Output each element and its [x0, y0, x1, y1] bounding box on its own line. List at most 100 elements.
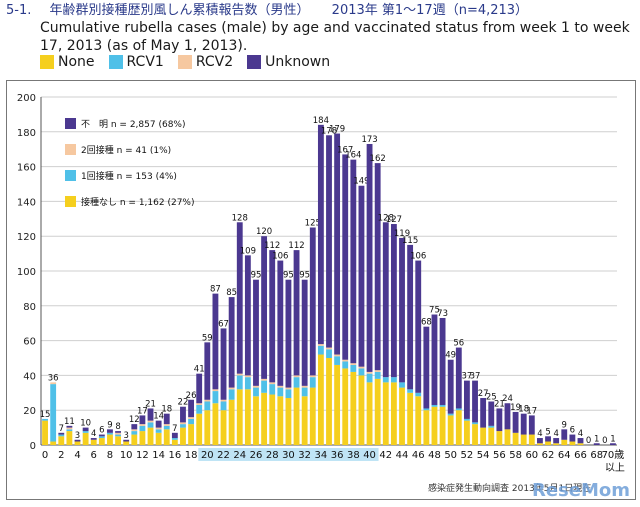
- data-label-age-57: 24: [502, 394, 513, 404]
- data-label-age-60: 17: [526, 406, 537, 416]
- header: 5-1. 年齢群別接種歴別風しん累積報告数（男性） 2013年 第1〜17週（n…: [6, 2, 636, 55]
- data-label-age-10: 3: [123, 431, 128, 441]
- data-label-age-28: 112: [264, 241, 280, 251]
- bar-unknown-age-8: [107, 429, 113, 433]
- x-tick-label: 56: [493, 450, 506, 461]
- bar-unknown-age-40: [366, 143, 373, 372]
- data-label-age-44: 119: [394, 229, 410, 239]
- bar-none-age-12: [139, 431, 146, 445]
- bar-none-age-64: [561, 439, 568, 445]
- data-label-age-6: 4: [91, 429, 96, 439]
- bar-unknown-age-2: [58, 432, 65, 435]
- bar-rcv2-age-20: [204, 399, 211, 402]
- bar-none-age-22: [220, 410, 227, 445]
- bar-rcv2-age-12: [139, 424, 146, 426]
- subtitle-jp: 2013年 第1〜17週（n=4,213）: [331, 3, 529, 18]
- data-label-age-20: 59: [202, 333, 213, 343]
- bar-rcv2-age-37: [342, 359, 349, 362]
- bar-rcv1-age-34: [317, 345, 324, 355]
- data-label-age-65: 6: [570, 426, 575, 436]
- bar-rcv2-age-15: [163, 424, 170, 426]
- x-tick-label: 64: [558, 450, 571, 461]
- x-tick-label: 18: [185, 450, 198, 461]
- bar-unknown-age-3: [66, 425, 73, 428]
- x-tick-label: 44: [396, 450, 409, 461]
- data-label-age-2: 7: [59, 424, 64, 434]
- bar-unknown-age-33: [309, 227, 316, 376]
- bar-unknown-age-52: [463, 380, 470, 419]
- data-label-age-70: 1: [610, 434, 615, 444]
- bar-rcv2-age-36: [334, 354, 341, 357]
- bar-none-age-7: [98, 438, 105, 445]
- x-tick-label: 12: [136, 450, 149, 461]
- bar-unknown-age-36: [334, 133, 341, 355]
- bar-rcv2-age-41: [374, 370, 381, 372]
- bar-unknown-age-12: [139, 415, 146, 425]
- data-label-age-46: 106: [410, 252, 426, 262]
- bar-none-age-20: [204, 410, 211, 445]
- bar-none-age-3: [66, 431, 73, 445]
- x-tick-label: 6: [91, 450, 97, 461]
- x-tick-label: 8: [107, 450, 113, 461]
- bar-rcv1-age-1: [50, 384, 57, 442]
- data-label-age-7: 6: [99, 426, 104, 436]
- bar-none-age-9: [115, 436, 121, 445]
- data-label-age-43: 127: [386, 215, 402, 225]
- data-label-age-64: 9: [562, 420, 567, 430]
- bar-rcv1-age-27: [261, 380, 268, 393]
- bar-none-age-43: [390, 382, 397, 445]
- bar-unknown-age-53: [472, 380, 478, 423]
- bar-none-age-55: [488, 427, 495, 445]
- legend-inner-label: 不 明 n = 2,857 (68%): [81, 119, 185, 130]
- bar-none-age-15: [163, 429, 170, 445]
- bar-rcv1-age-26: [253, 387, 259, 397]
- data-label-age-58: 19: [510, 403, 521, 413]
- bar-rcv1-age-42: [382, 377, 389, 383]
- bar-rcv2-age-13: [147, 420, 154, 423]
- legend-rcv1-label: RCV1: [126, 54, 164, 70]
- bar-unknown-age-32: [301, 279, 308, 386]
- bar-none-age-24: [236, 389, 243, 445]
- legend-top: None RCV1 RCV2 Unknown: [40, 54, 330, 70]
- bar-none-age-61: [537, 443, 543, 445]
- bar-none-age-65: [569, 441, 576, 445]
- bar-rcv2-age-25: [244, 375, 251, 378]
- data-label-age-27: 120: [256, 227, 272, 237]
- x-tick-label: 14: [152, 450, 165, 461]
- bar-unknown-age-43: [390, 224, 397, 378]
- bar-unknown-age-11: [131, 424, 138, 430]
- bar-none-age-41: [374, 378, 381, 445]
- legend-inner-label: 2回接種 n = 41 (1%): [81, 144, 171, 156]
- bar-unknown-age-23: [228, 297, 235, 388]
- legend-unknown: Unknown: [247, 54, 330, 70]
- x-tick-label: 38: [347, 450, 360, 461]
- bar-unknown-age-48: [431, 314, 438, 405]
- bar-unknown-age-59: [520, 413, 527, 435]
- x-tick-label: 30: [282, 450, 295, 461]
- bar-rcv1-age-31: [293, 377, 300, 388]
- data-label-age-56: 21: [494, 399, 505, 409]
- data-label-age-42: 128: [378, 213, 394, 223]
- bar-unknown-age-58: [512, 411, 519, 433]
- bar-none-age-30: [285, 398, 292, 445]
- bar-rcv2-age-31: [293, 375, 300, 378]
- bar-unknown-age-25: [244, 255, 251, 376]
- bar-unknown-age-45: [407, 244, 414, 390]
- bar-unknown-age-4: [74, 439, 81, 442]
- bar-rcv1-age-3: [66, 429, 73, 432]
- data-label-age-37: 167: [337, 145, 353, 155]
- bar-none-age-48: [431, 406, 438, 445]
- data-label-age-3: 11: [64, 417, 75, 427]
- data-label-age-19: 41: [194, 365, 205, 375]
- bar-none-age-18: [188, 424, 195, 445]
- x-tick-label: 2: [58, 450, 64, 461]
- data-label-age-5: 10: [80, 419, 91, 429]
- data-label-age-63: 4: [553, 429, 558, 439]
- bar-unknown-age-26: [253, 279, 259, 386]
- bar-unknown-age-47: [423, 326, 430, 409]
- bar-unknown-age-7: [98, 434, 105, 437]
- bar-rcv1-age-8: [107, 432, 113, 435]
- x-tick-highlight: [344, 448, 363, 461]
- bar-none-age-45: [407, 392, 414, 445]
- bar-none-age-19: [196, 413, 203, 445]
